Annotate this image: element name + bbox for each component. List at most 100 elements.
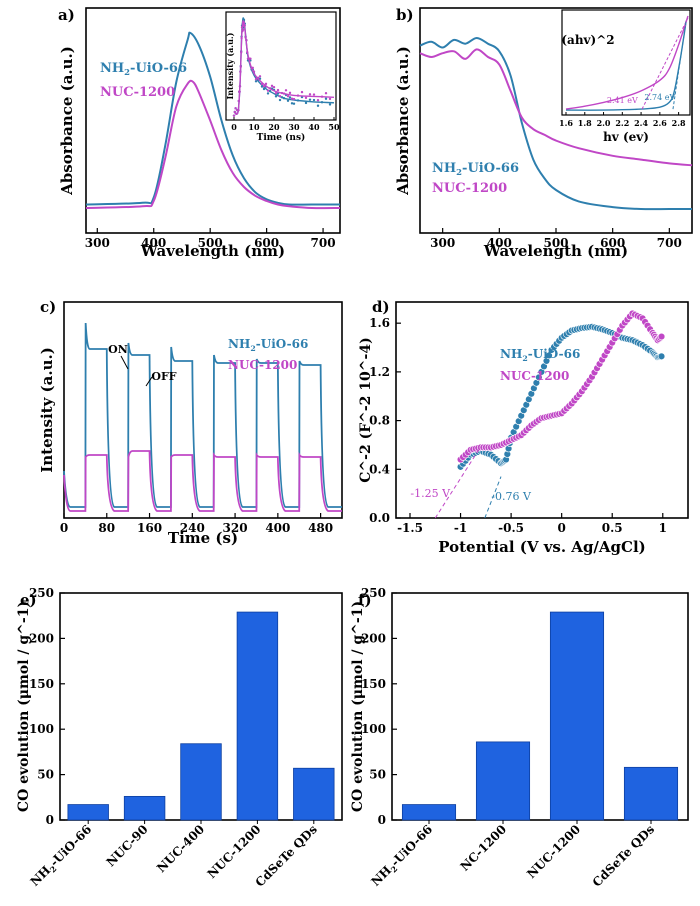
inset-x-tick-label: 40 bbox=[308, 122, 320, 132]
y-tick-label: 250 bbox=[361, 586, 386, 600]
series-line bbox=[63, 322, 342, 508]
x-tick-label: 1 bbox=[659, 521, 667, 535]
inset-data-point bbox=[296, 94, 300, 97]
x-tick-label: 500 bbox=[198, 236, 223, 250]
inset-data-point bbox=[290, 97, 294, 100]
x-tick-label: 400 bbox=[487, 236, 512, 250]
x-tick-label: NH2-UiO-66 bbox=[368, 822, 436, 890]
y-tick-label: 0.0 bbox=[369, 511, 390, 525]
inset-data-point bbox=[288, 96, 292, 99]
inset-series-line bbox=[565, 15, 689, 110]
x-tick-label: 500 bbox=[543, 236, 568, 250]
annotation-text: 2.41 eV bbox=[607, 96, 638, 105]
panel-label: b) bbox=[396, 6, 414, 24]
y-tick-label: 150 bbox=[29, 677, 54, 691]
inset-data-point bbox=[312, 98, 316, 102]
inset-x-axis-label: Time (ns) bbox=[257, 132, 306, 143]
inset-data-point bbox=[237, 99, 240, 103]
inset-x-tick-label: 0 bbox=[231, 122, 237, 132]
inset-data-point bbox=[316, 99, 320, 102]
inset-data-point bbox=[280, 91, 284, 95]
annotation-arrow bbox=[120, 355, 129, 370]
inset-data-point bbox=[282, 97, 286, 100]
inset-data-point bbox=[240, 36, 243, 40]
x-tick-label: 300 bbox=[85, 236, 110, 250]
inset-data-point bbox=[292, 97, 296, 101]
inset-data-point bbox=[308, 98, 312, 101]
panel-d-frame bbox=[395, 301, 689, 519]
x-tick-label: 400 bbox=[265, 521, 290, 535]
y-axis-label: Intensity (a.u.) bbox=[38, 347, 56, 473]
bar bbox=[623, 766, 679, 821]
y-tick-label: 1.6 bbox=[369, 316, 390, 330]
inset-x-tick-label: 50 bbox=[328, 122, 340, 132]
inset-series-line bbox=[233, 20, 335, 115]
inset-data-point bbox=[264, 82, 268, 86]
x-tick-label: NC-1200 bbox=[458, 822, 510, 874]
inset-data-point bbox=[256, 76, 260, 79]
inset-data-point bbox=[312, 93, 316, 96]
bar bbox=[180, 743, 222, 821]
inset-data-point bbox=[246, 51, 249, 54]
inset-data-point bbox=[292, 102, 296, 105]
x-tick-label: 700 bbox=[657, 236, 682, 250]
inset-data-point bbox=[245, 39, 248, 42]
legend-entry: NUC-1200 bbox=[432, 181, 507, 196]
annotation-text: 2.74 eV bbox=[644, 93, 675, 102]
y-tick-label: 100 bbox=[29, 722, 54, 736]
inset-data-point bbox=[296, 99, 300, 102]
x-tick-label: NH2-UiO-66 bbox=[28, 822, 96, 890]
y-tick-label: 250 bbox=[29, 586, 54, 600]
inset-x-axis-label: hv (ev) bbox=[603, 130, 649, 144]
inset-data-point bbox=[242, 28, 245, 31]
inset-x-tick-label: 1.8 bbox=[578, 118, 592, 128]
annotation-text: ON bbox=[108, 343, 128, 356]
inset-data-point bbox=[278, 98, 282, 102]
inset-data-point bbox=[300, 90, 304, 94]
inset-data-point bbox=[328, 97, 332, 101]
inset-data-point bbox=[239, 65, 242, 68]
inset-data-point bbox=[278, 94, 282, 98]
x-tick-label: 600 bbox=[254, 236, 279, 250]
bar bbox=[475, 741, 531, 821]
series-line bbox=[419, 36, 692, 211]
inset-data-point bbox=[240, 51, 243, 54]
inset-x-tick-label: 2.2 bbox=[615, 118, 629, 128]
inset-data-point bbox=[235, 112, 238, 116]
y-tick-label: 0.4 bbox=[369, 462, 390, 476]
tangent-line bbox=[484, 476, 502, 519]
inset-data-point bbox=[304, 101, 308, 105]
y-axis-label: CO evolution (μmol / g^-1) bbox=[350, 601, 366, 812]
inset-data-point bbox=[266, 89, 270, 92]
inset-data-point bbox=[243, 24, 246, 27]
y-tick-label: 0 bbox=[46, 813, 54, 827]
x-tick-label: NUC-90 bbox=[104, 822, 151, 869]
inset-data-point bbox=[324, 92, 328, 95]
inset-data-point bbox=[242, 21, 246, 24]
y-tick-label: 0.8 bbox=[369, 414, 390, 428]
inset-data-point bbox=[233, 110, 236, 114]
y-tick-label: 50 bbox=[369, 768, 386, 782]
inset-x-tick-label: 10 bbox=[248, 122, 260, 132]
inset-data-point bbox=[276, 88, 280, 92]
inset-data-point bbox=[268, 89, 272, 93]
bar bbox=[236, 611, 279, 821]
inset-x-tick-label: 2.8 bbox=[672, 118, 686, 128]
x-tick-label: 400 bbox=[141, 236, 166, 250]
inset-data-point bbox=[320, 95, 324, 98]
x-tick-label: 300 bbox=[430, 236, 455, 250]
y-tick-label: 200 bbox=[29, 631, 54, 645]
inset-data-point bbox=[252, 70, 256, 73]
inset-data-point bbox=[244, 36, 247, 39]
x-tick-label: -0.5 bbox=[498, 521, 524, 535]
legend-entry: NH2-UiO-66 bbox=[100, 61, 187, 77]
y-tick-label: 100 bbox=[361, 722, 386, 736]
inset-data-point bbox=[232, 114, 236, 117]
series-line bbox=[63, 450, 342, 512]
y-tick-label: 1.2 bbox=[369, 365, 390, 379]
x-tick-label: 0 bbox=[557, 521, 565, 535]
legend-entry: NUC-1200 bbox=[228, 358, 297, 372]
inset-y-axis-label: (ahv)^2 bbox=[561, 33, 614, 47]
legend-entry: NUC-1200 bbox=[100, 85, 175, 100]
